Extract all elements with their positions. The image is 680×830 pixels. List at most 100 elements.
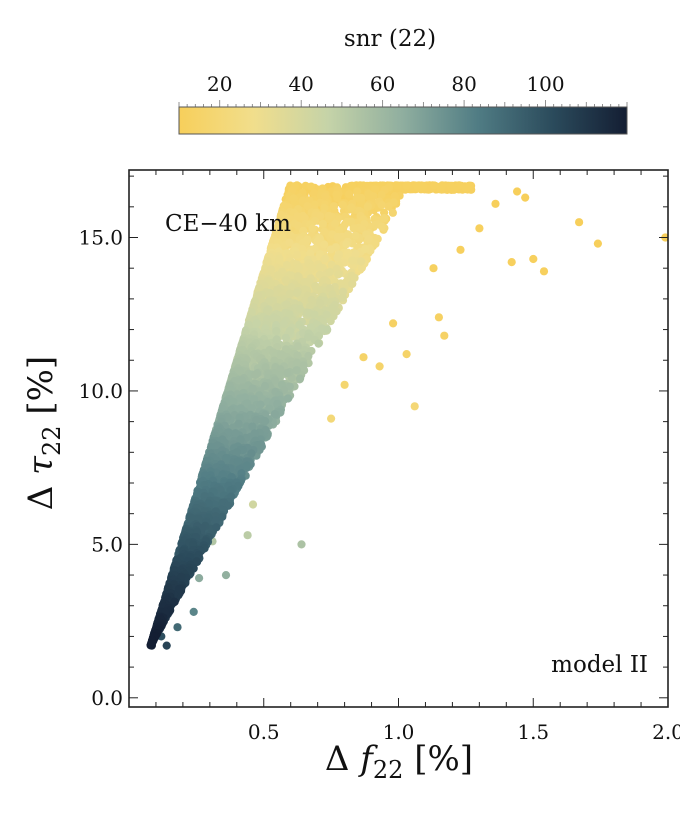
scatter-point (322, 310, 331, 319)
scatter-point (297, 540, 306, 549)
scatter-point (195, 574, 204, 583)
scatter-point (316, 299, 325, 308)
scatter-point (298, 250, 307, 260)
scatter-point (314, 339, 323, 348)
scatter-point (281, 276, 290, 285)
scatter-point (348, 256, 357, 265)
scatter-point (242, 461, 251, 470)
scatter-point (321, 192, 330, 201)
scatter-point (273, 224, 282, 234)
scatter-point (357, 263, 366, 272)
scatter-point (348, 279, 357, 288)
scatter-point (384, 202, 393, 211)
scatter-point (332, 190, 341, 199)
scatter-point (234, 419, 243, 428)
scatter-point (347, 217, 356, 226)
scatter-point (292, 366, 301, 375)
plot-area: 0.5 1.0 1.5 2.0 0.05.010.015.0 CE−40 km mod… (78, 169, 680, 744)
scatter-point (351, 231, 360, 240)
scatter-point (309, 189, 318, 198)
scatter-point (344, 231, 353, 240)
scatter-point (316, 212, 325, 221)
scatter-point (334, 270, 343, 279)
scatter-point (287, 232, 296, 241)
scatter-point (282, 261, 291, 270)
scatter-point (507, 258, 516, 267)
scatter-point (334, 226, 343, 235)
scatter-point (252, 319, 261, 328)
scatter-point (352, 193, 361, 202)
scatter-point (521, 193, 530, 202)
colorbar-gradient (178, 106, 628, 135)
scatter-point (284, 394, 293, 403)
scatter-point (251, 370, 260, 379)
scatter-point (326, 317, 335, 326)
scatter-point (311, 282, 320, 291)
scatter-point (539, 267, 549, 276)
scatter-point (338, 287, 348, 296)
scatter-point (402, 181, 411, 190)
scatter-point (320, 227, 329, 236)
scatter-point (272, 326, 281, 336)
scatter-point (369, 192, 378, 201)
scatter-point (283, 369, 292, 378)
scatter-point (285, 289, 294, 298)
scatter-point (449, 185, 458, 194)
scatter-point (265, 289, 274, 298)
scatter-point (324, 211, 333, 220)
scatter-point (331, 219, 340, 228)
scatter-point (308, 224, 317, 233)
colorbar-tick-label: 20 (207, 72, 232, 96)
scatter-point (328, 290, 337, 299)
scatter-point (338, 293, 347, 302)
scatter-point (475, 224, 484, 233)
scatter-point (285, 238, 294, 247)
scatter-point (270, 410, 279, 419)
scatter-point (287, 271, 296, 280)
scatter-point (189, 607, 198, 617)
scatter-point (375, 362, 384, 371)
scatter-point (281, 333, 290, 342)
scatter-point (361, 244, 370, 254)
scatter-point (287, 283, 296, 292)
colorbar: snr (22) 20 40 60 80 100 (178, 26, 628, 135)
colorbar-title: snr (22) (344, 26, 436, 52)
scatter-point (307, 182, 316, 191)
scatter-point (326, 245, 335, 254)
scatter-point (243, 531, 252, 540)
scatter-point (380, 214, 389, 223)
colorbar-tick-label: 100 (526, 72, 564, 96)
scatter-point (357, 257, 366, 266)
scatter-point (342, 240, 351, 249)
scatter-point (250, 297, 260, 306)
scatter-point (307, 263, 316, 272)
scatter-point (364, 234, 373, 244)
scatter-point (413, 181, 422, 190)
scatter-point (273, 303, 282, 312)
scatter-point (338, 200, 347, 210)
scatter-points (146, 181, 668, 650)
scatter-point (377, 222, 386, 231)
scatter-point (294, 263, 304, 272)
scatter-point (529, 254, 538, 264)
scatter-point (327, 414, 336, 423)
scatter-point (325, 284, 335, 293)
scatter-point (293, 212, 302, 221)
scatter-point (371, 185, 380, 194)
scatter-point (318, 219, 327, 228)
scatter-point (293, 250, 302, 259)
scatter-point (461, 184, 470, 193)
scatter-point (232, 448, 241, 457)
scatter-point (333, 253, 342, 262)
scatter-point (320, 240, 329, 249)
scatter-point (347, 203, 356, 212)
scatter-point (593, 239, 603, 248)
scatter-point (388, 208, 397, 217)
scatter-point (315, 263, 324, 272)
scatter-point (250, 429, 259, 438)
scatter-point (305, 277, 314, 286)
scatter-point (410, 402, 419, 411)
scatter-point (325, 268, 334, 277)
scatter-point (303, 202, 312, 211)
